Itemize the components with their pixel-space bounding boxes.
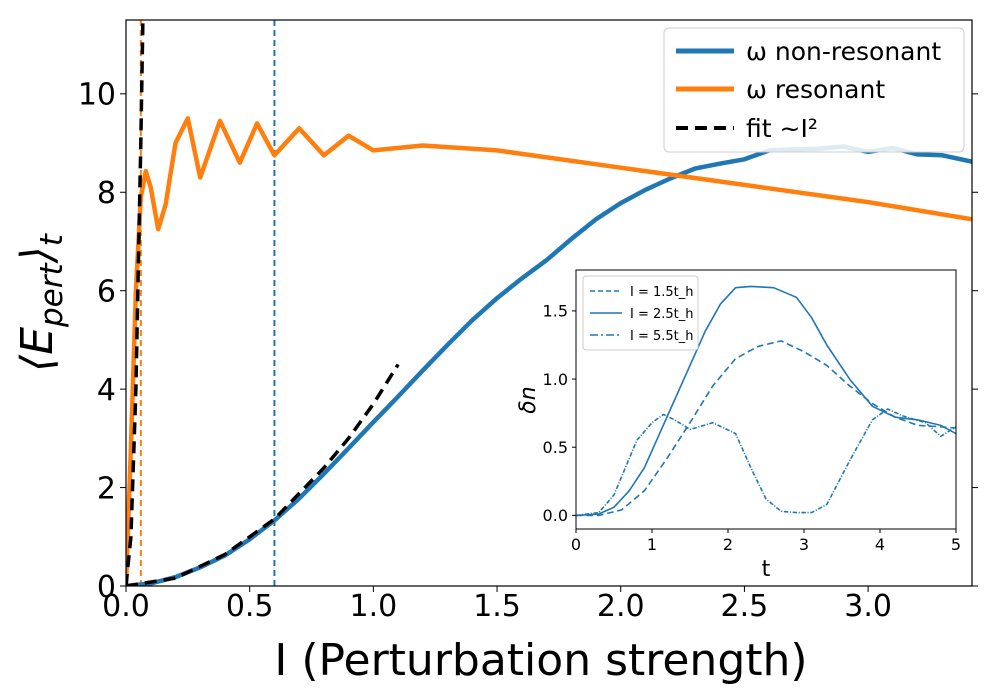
inset-y-tick-label: 1.5 (543, 302, 568, 321)
inset-series-line-2 (576, 408, 956, 517)
inset-y-axis-title: δn (516, 386, 541, 413)
main-series-line-2 (126, 20, 145, 586)
main-y-tick-label: 6 (97, 274, 116, 309)
inset-legend-label-3: I = 5.5t_h (630, 329, 694, 344)
main-plot-frame (125, 19, 973, 587)
inset-legend-label-1: I = 1.5t_h (630, 285, 694, 300)
main-x-tick-label: 0.0 (102, 589, 150, 624)
main-y-axis-title: ⟨Epert⟩t (12, 232, 70, 372)
main-y-tick-label: 4 (97, 373, 116, 408)
inset-x-tick-label: 0 (571, 535, 581, 554)
inset-x-tick-label: 4 (875, 535, 885, 554)
inset-plot-frame (575, 269, 957, 530)
main-series-line-1 (126, 116, 972, 586)
main-y-tick-label: 2 (97, 471, 116, 506)
inset-series-line-1 (576, 285, 956, 517)
inset-x-tick-label: 5 (951, 535, 961, 554)
main-x-tick-label: 1.5 (473, 589, 521, 624)
legend-label-non-resonant: ω non-resonant (746, 37, 941, 66)
main-x-tick-label: 2.0 (597, 589, 645, 624)
inset-x-tick-label: 2 (723, 535, 733, 554)
main-series-line-3 (126, 363, 400, 586)
inset-y-tick-label: 0.5 (543, 438, 568, 457)
main-y-tick-label: 10 (78, 78, 116, 113)
main-x-tick-label: 1.0 (350, 589, 398, 624)
inset-y-tick-label: 1.0 (543, 370, 568, 389)
main-legend: ω non-resonant ω resonant fit ~I² (663, 27, 965, 153)
main-x-axis-title: I (Perturbation strength) (274, 635, 807, 686)
main-y-tick-label: 8 (97, 176, 116, 211)
inset-legend-label-2: I = 2.5t_h (630, 307, 694, 322)
main-y-tick-label: 0 (97, 570, 116, 605)
inset-x-tick-label: 3 (799, 535, 809, 554)
legend-label-resonant: ω resonant (746, 75, 885, 104)
main-x-tick-label: 2.5 (721, 589, 769, 624)
inset-x-axis-title: t (762, 557, 771, 582)
inset-series-line-0 (576, 340, 956, 517)
legend-label-fit: fit ~I² (746, 114, 818, 143)
main-x-tick-label: 3.0 (844, 589, 892, 624)
main-x-tick-label: 0.5 (226, 589, 274, 624)
main-legend-box (663, 27, 965, 153)
inset-legend-box (582, 275, 699, 351)
inset-legend: I = 1.5t_h I = 2.5t_h I = 5.5t_h (582, 275, 699, 351)
inset-x-tick-label: 1 (647, 535, 657, 554)
inset-y-tick-label: 0.0 (543, 506, 568, 525)
